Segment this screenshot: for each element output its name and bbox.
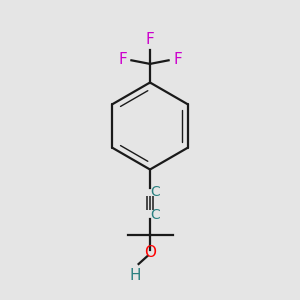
Text: C: C bbox=[150, 185, 160, 199]
Text: C: C bbox=[150, 208, 160, 221]
Text: F: F bbox=[173, 52, 182, 67]
Text: O: O bbox=[144, 245, 156, 260]
Text: F: F bbox=[118, 52, 127, 67]
Text: H: H bbox=[130, 268, 141, 283]
Text: F: F bbox=[146, 32, 154, 46]
